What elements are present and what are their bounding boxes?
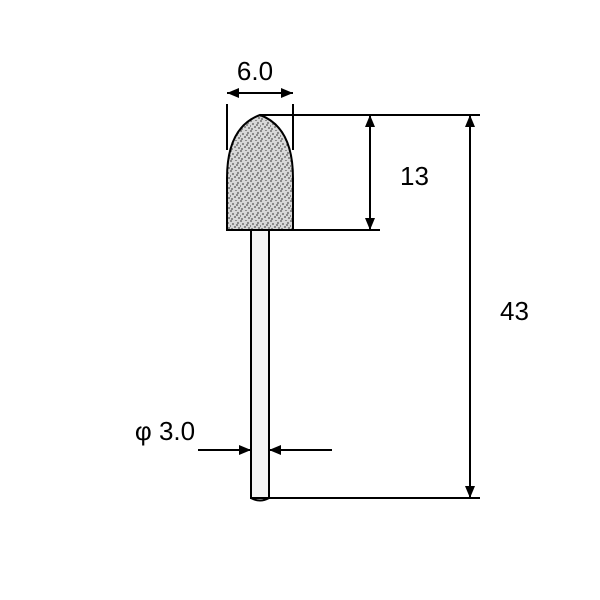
arrowhead: [465, 486, 475, 498]
arrowhead: [269, 445, 281, 455]
arrowhead: [465, 115, 475, 127]
dim-label-head-height: 13: [400, 161, 429, 191]
arrowhead: [365, 115, 375, 127]
dim-label-shaft-dia: φ 3.0: [135, 416, 195, 446]
arrowhead: [281, 88, 293, 98]
dim-label-head-width: 6.0: [237, 56, 273, 86]
arrowhead: [365, 218, 375, 230]
arrowhead: [227, 88, 239, 98]
arrowhead: [239, 445, 251, 455]
shaft: [251, 230, 269, 498]
dim-label-total-height: 43: [500, 296, 529, 326]
abrasive-head: [227, 115, 293, 230]
